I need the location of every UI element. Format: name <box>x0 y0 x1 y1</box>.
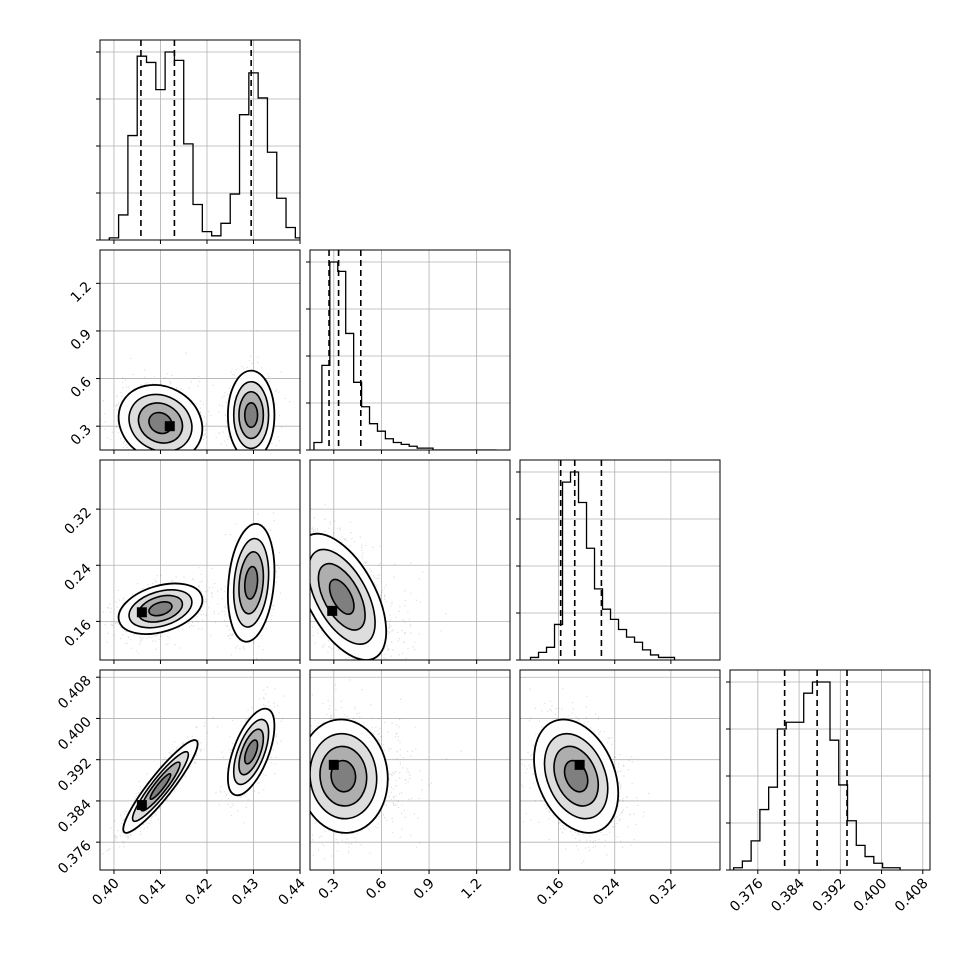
y-tick-label: 0.32 <box>61 505 94 538</box>
y-tick-label: 0.9 <box>68 326 95 353</box>
y-tick-label: 0.3 <box>68 422 95 449</box>
x-tick-label: 0.41 <box>136 876 169 909</box>
scatter-panel-2-3 <box>520 670 720 870</box>
panel-frame <box>309 459 511 661</box>
x-tick-label: 0.44 <box>275 875 308 908</box>
contour-level <box>149 772 172 801</box>
contour-level <box>243 565 259 600</box>
panel-frame <box>729 669 931 871</box>
x-tick-label: 0.43 <box>229 876 262 909</box>
histogram-panel-3 <box>730 670 930 870</box>
density-peak <box>136 607 147 618</box>
x-tick-label: 0.24 <box>590 875 623 908</box>
panel-frame <box>519 459 721 661</box>
x-tick-label: 0.6 <box>363 875 390 902</box>
panel-frame <box>309 249 511 451</box>
density-peak <box>164 421 175 432</box>
histogram-panel-0 <box>100 40 300 240</box>
y-tick-label: 0.384 <box>55 796 95 836</box>
histogram-step <box>108 51 300 240</box>
histogram-panel-1 <box>310 250 510 450</box>
contour-level <box>243 739 259 765</box>
density-peak <box>327 605 338 616</box>
y-tick-label: 0.16 <box>61 617 94 650</box>
x-tick-label: 0.40 <box>89 876 122 909</box>
contour-level <box>148 601 173 617</box>
y-tick-label: 0.376 <box>55 838 95 878</box>
panel-frame <box>519 669 721 871</box>
x-tick-label: 0.408 <box>892 876 932 916</box>
panel-frame <box>99 39 301 241</box>
x-tick-label: 0.392 <box>809 876 849 916</box>
x-tick-label: 0.400 <box>851 876 891 916</box>
y-tick-label: 0.24 <box>61 561 94 594</box>
x-tick-label: 0.376 <box>727 875 767 915</box>
panel-frame <box>99 459 301 661</box>
scatter-panel-0-1 <box>100 250 300 450</box>
x-tick-label: 0.3 <box>316 876 343 903</box>
x-tick-label: 1.2 <box>458 876 485 903</box>
histogram-panel-2 <box>520 460 720 660</box>
scatter-panel-1-3 <box>310 670 510 870</box>
y-tick-label: 0.6 <box>68 374 95 401</box>
contour-level <box>328 578 355 616</box>
x-tick-label: 0.16 <box>534 875 567 908</box>
y-tick-label: 0.400 <box>55 714 95 754</box>
x-tick-label: 0.9 <box>411 876 438 903</box>
histogram-step <box>732 681 901 870</box>
histogram-step <box>529 471 676 660</box>
panel-frame <box>99 669 301 871</box>
y-tick-label: 1.2 <box>68 279 95 306</box>
density-peak <box>136 800 147 811</box>
y-tick-label: 0.408 <box>55 673 95 713</box>
scatter-panel-1-2 <box>310 460 510 660</box>
panel-frame <box>309 669 511 871</box>
panel-frame <box>99 249 301 451</box>
contour-level <box>243 402 259 429</box>
scatter-panel-0-3 <box>100 670 300 870</box>
density-peak <box>328 759 339 770</box>
x-tick-label: 0.42 <box>182 876 215 909</box>
density-peak <box>574 759 585 770</box>
x-tick-label: 0.32 <box>646 876 679 909</box>
x-tick-label: 0.384 <box>768 875 808 915</box>
scatter-panel-0-2 <box>100 460 300 660</box>
y-tick-label: 0.392 <box>55 755 95 795</box>
